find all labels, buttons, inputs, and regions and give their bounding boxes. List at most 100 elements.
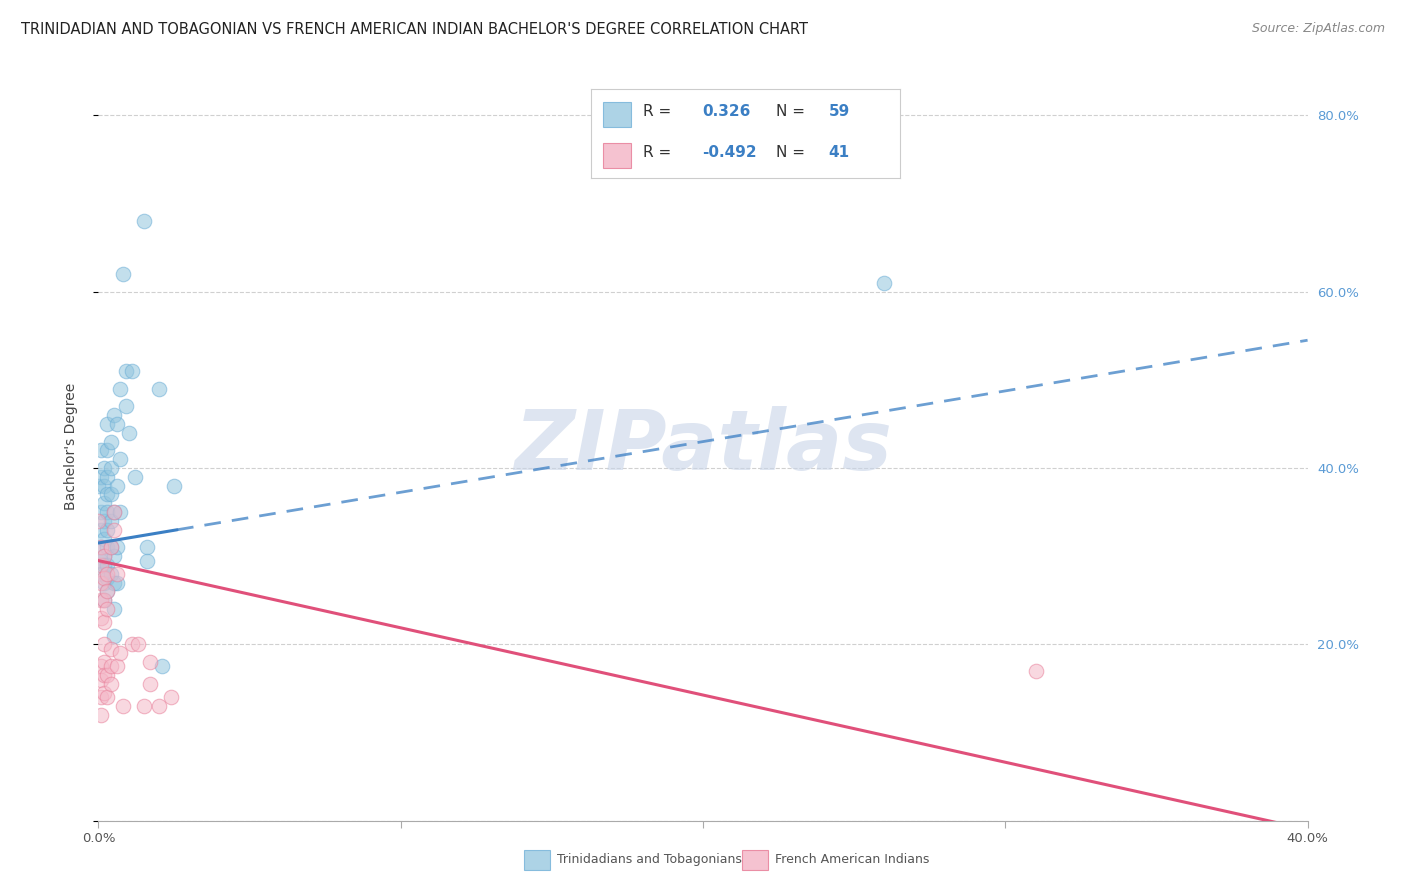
Point <box>114 400 136 414</box>
Point <box>100 659 122 673</box>
Point <box>96 690 118 705</box>
Point <box>93 575 115 590</box>
Point <box>93 496 115 510</box>
Point <box>103 602 125 616</box>
Point <box>148 382 170 396</box>
Point <box>127 637 149 651</box>
Point <box>93 549 115 564</box>
Point <box>103 505 125 519</box>
Point <box>100 487 122 501</box>
Text: 41: 41 <box>828 145 849 161</box>
Point <box>96 487 118 501</box>
Point <box>105 566 128 581</box>
Point <box>96 523 118 537</box>
Point <box>132 214 155 228</box>
Point <box>103 549 125 564</box>
Text: -0.492: -0.492 <box>702 145 756 161</box>
Point <box>90 470 112 484</box>
Point <box>93 532 115 546</box>
Point <box>100 641 122 656</box>
Point <box>90 505 112 519</box>
Point <box>87 478 110 492</box>
Point <box>103 408 125 422</box>
Point <box>93 514 115 528</box>
Point <box>96 541 118 555</box>
Point <box>93 549 115 564</box>
Point <box>90 553 112 567</box>
Point <box>96 470 118 484</box>
Point <box>100 566 122 581</box>
Point <box>96 505 118 519</box>
Point <box>118 425 141 440</box>
Point <box>90 443 112 458</box>
Text: 0.326: 0.326 <box>702 104 751 120</box>
Text: N =: N = <box>776 104 810 120</box>
Point <box>108 382 131 396</box>
Point <box>105 575 128 590</box>
Text: Source: ZipAtlas.com: Source: ZipAtlas.com <box>1251 22 1385 36</box>
Point <box>90 558 112 572</box>
Point <box>93 615 115 630</box>
Point <box>93 461 115 475</box>
Point <box>90 673 112 687</box>
Point <box>148 699 170 714</box>
Point <box>121 637 143 651</box>
Point <box>90 593 112 607</box>
Text: Trinidadians and Tobagonians: Trinidadians and Tobagonians <box>557 854 741 866</box>
Point <box>135 553 157 567</box>
Point <box>93 655 115 669</box>
Point <box>100 541 122 555</box>
Point <box>100 461 122 475</box>
Point <box>96 668 118 682</box>
Point <box>93 593 115 607</box>
Text: TRINIDADIAN AND TOBAGONIAN VS FRENCH AMERICAN INDIAN BACHELOR'S DEGREE CORRELATI: TRINIDADIAN AND TOBAGONIAN VS FRENCH AME… <box>21 22 808 37</box>
Point <box>96 558 118 572</box>
Point <box>108 505 131 519</box>
Point <box>103 628 125 642</box>
Text: 59: 59 <box>828 104 851 120</box>
Point <box>150 659 173 673</box>
Point <box>105 541 128 555</box>
Point <box>105 478 128 492</box>
Point <box>96 584 118 599</box>
Point <box>873 276 896 290</box>
Point <box>90 541 112 555</box>
Point <box>124 470 146 484</box>
Point <box>100 541 122 555</box>
Point <box>108 646 131 660</box>
Point <box>93 668 115 682</box>
Point <box>90 659 112 673</box>
Point <box>93 593 115 607</box>
Text: R =: R = <box>643 104 676 120</box>
Point <box>139 655 162 669</box>
Point <box>90 575 112 590</box>
Point <box>139 677 162 691</box>
Point <box>160 690 183 705</box>
Point <box>103 575 125 590</box>
Point <box>96 417 118 431</box>
Text: N =: N = <box>776 145 810 161</box>
Point <box>103 523 125 537</box>
Text: French American Indians: French American Indians <box>775 854 929 866</box>
Point <box>111 267 134 281</box>
Point <box>96 584 118 599</box>
Point <box>90 611 112 625</box>
Point <box>163 478 186 492</box>
Point <box>100 434 122 449</box>
Point <box>100 677 122 691</box>
Point <box>90 690 112 705</box>
Point <box>93 478 115 492</box>
Point <box>100 514 122 528</box>
Point <box>103 505 125 519</box>
Point <box>105 417 128 431</box>
FancyBboxPatch shape <box>603 102 631 127</box>
Point <box>93 571 115 585</box>
Text: R =: R = <box>643 145 676 161</box>
Point <box>111 699 134 714</box>
Point <box>96 443 118 458</box>
Point <box>105 659 128 673</box>
Text: ZIPatlas: ZIPatlas <box>515 406 891 486</box>
Point <box>96 566 118 581</box>
Point <box>1024 664 1046 678</box>
Point <box>90 523 112 537</box>
